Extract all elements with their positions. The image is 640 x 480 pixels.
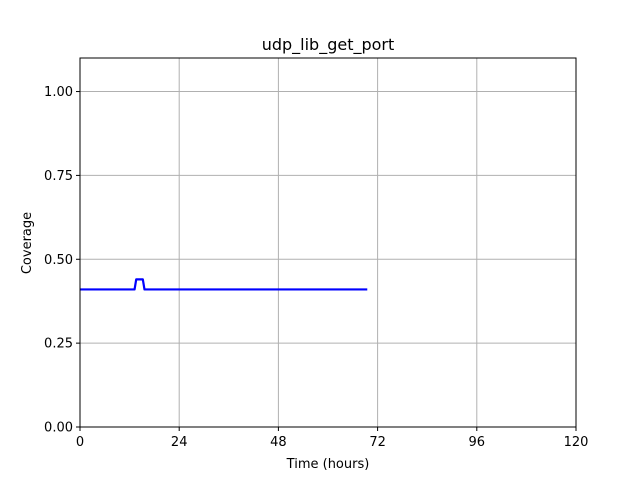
x-tick-label: 48 xyxy=(270,435,287,450)
x-tick-label: 0 xyxy=(76,435,84,450)
series-lines xyxy=(80,278,368,291)
x-axis-label: Time (hours) xyxy=(286,457,370,472)
chart-title: udp_lib_get_port xyxy=(262,35,395,55)
y-tick-label: 1.00 xyxy=(44,85,73,100)
y-tick-label: 0.75 xyxy=(44,169,73,184)
y-tick-label: 0.25 xyxy=(44,337,73,352)
x-axis-ticks: 0 24 48 72 96 120 xyxy=(76,427,589,450)
x-tick-label: 96 xyxy=(469,435,486,450)
coverage-series-line xyxy=(80,278,368,291)
grid-lines xyxy=(79,58,577,428)
y-tick-label: 0.50 xyxy=(44,253,73,268)
x-tick-label: 24 xyxy=(171,435,188,450)
plot-frame xyxy=(79,57,577,428)
y-tick-label: 0.00 xyxy=(44,421,73,436)
x-tick-label: 120 xyxy=(564,435,589,450)
y-axis-label: Coverage xyxy=(20,212,35,274)
y-axis-ticks: 0.00 0.25 0.50 0.75 1.00 xyxy=(44,85,80,436)
x-tick-label: 72 xyxy=(369,435,386,450)
